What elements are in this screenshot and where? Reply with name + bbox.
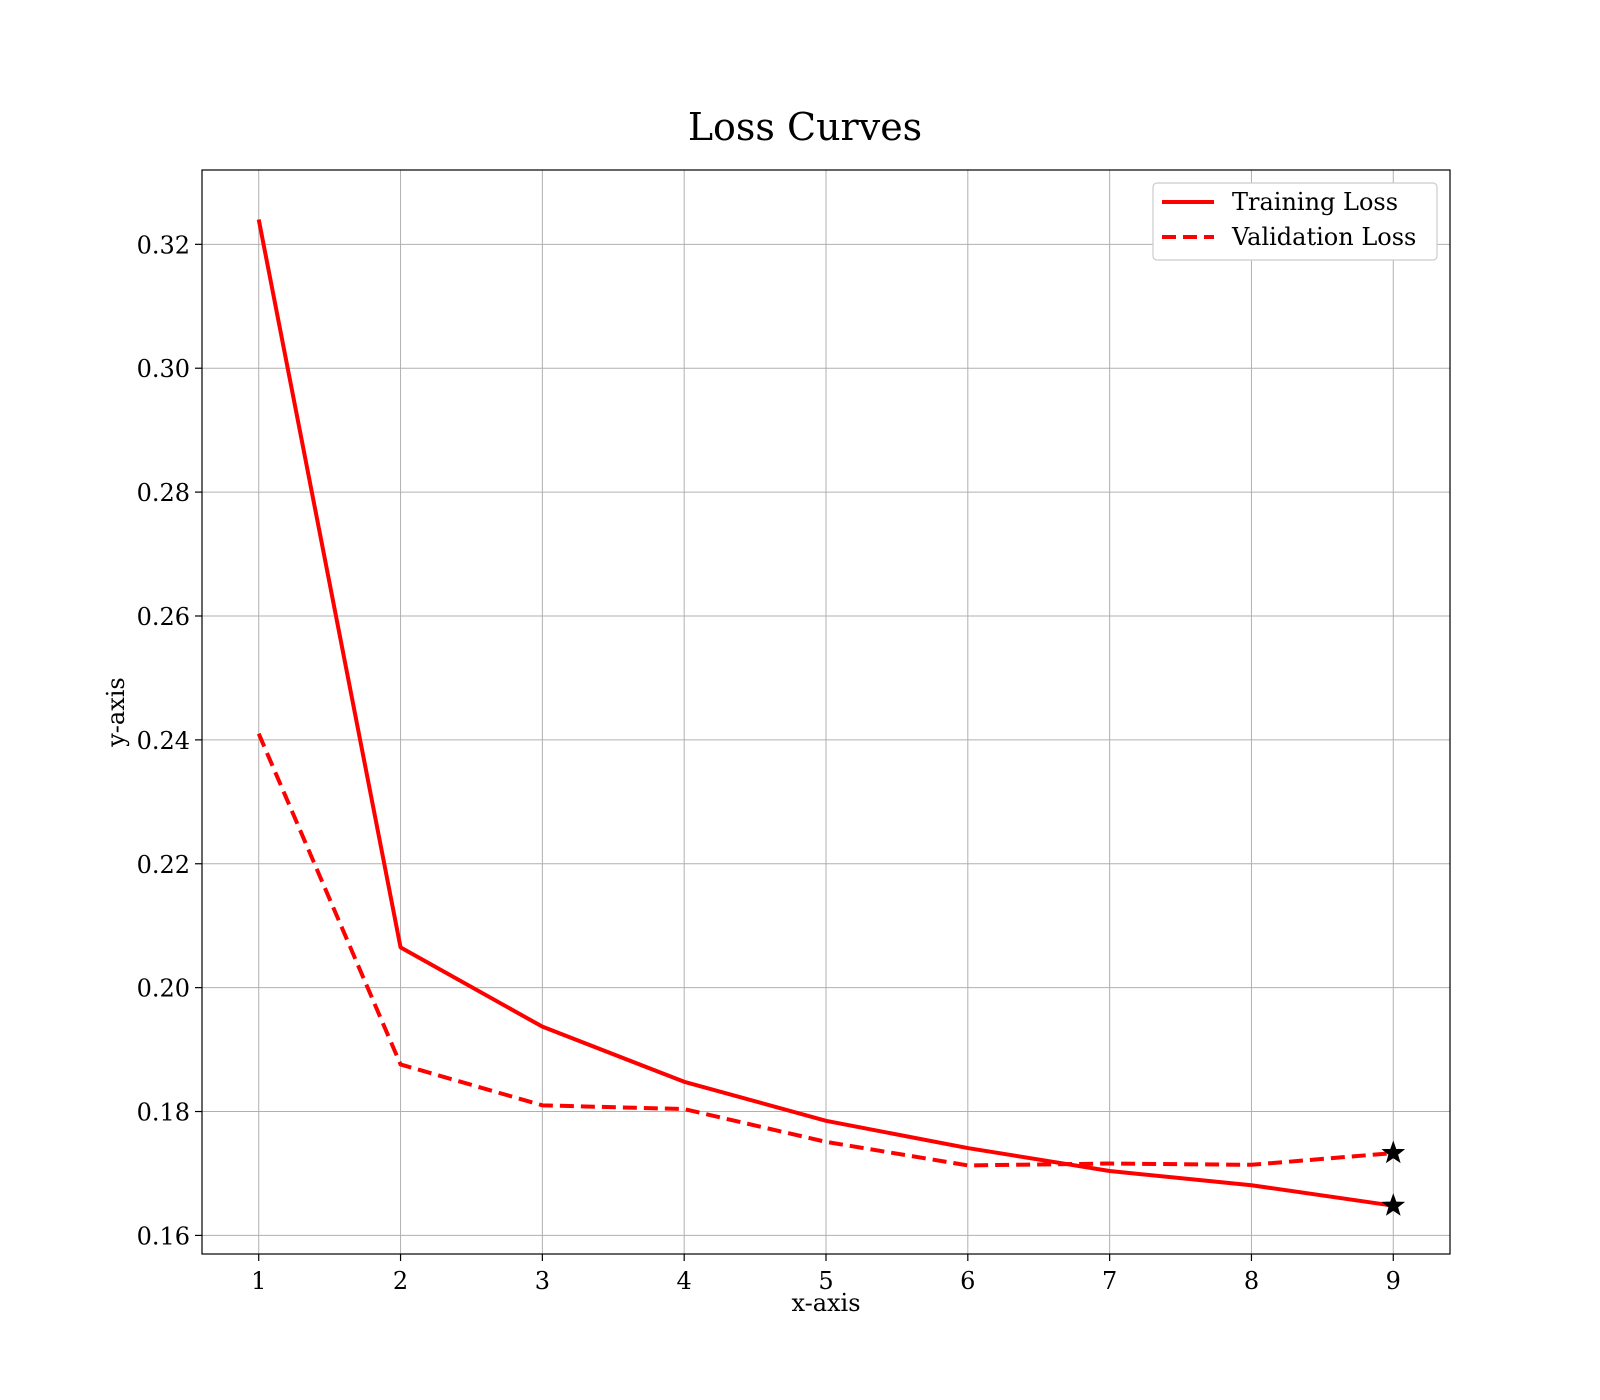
x-tick-label: 8 [1244, 1267, 1259, 1295]
legend-label-training-loss: Training Loss [1232, 188, 1398, 216]
axis-ticks: 1 2 3 4 5 6 7 8 9 0.16 0.18 0.20 0.22 0.24 0.26 0.28 0.3… [137, 231, 1401, 1295]
y-tick-label: 0.18 [137, 1099, 190, 1127]
y-tick-label: 0.16 [137, 1222, 190, 1250]
x-tick-label: 5 [818, 1267, 833, 1295]
x-tick-label: 1 [251, 1267, 266, 1295]
x-tick-label: 2 [393, 1267, 408, 1295]
star-icon [1381, 1140, 1406, 1164]
x-tick-label: 6 [960, 1267, 975, 1295]
y-tick-label: 0.28 [137, 479, 190, 507]
x-tick-label: 3 [535, 1267, 550, 1295]
y-axis-label: y-axis [102, 677, 130, 748]
y-tick-label: 0.22 [137, 851, 190, 879]
series-lines [256, 219, 1394, 1208]
x-tick-label: 7 [1102, 1267, 1117, 1295]
x-axis-label: x-axis [791, 1289, 860, 1317]
grid [202, 170, 1450, 1254]
legend: Training Loss Validation Loss [1152, 182, 1438, 261]
y-tick-label: 0.24 [137, 727, 190, 755]
y-tick-label: 0.30 [137, 355, 190, 383]
series-line-training-loss [256, 219, 1394, 1208]
y-tick-label: 0.26 [137, 603, 190, 631]
legend-box [1152, 182, 1438, 261]
legend-label-validation-loss: Validation Loss [1231, 223, 1416, 251]
y-tick-label: 0.20 [137, 975, 190, 1003]
series-line-validation-loss [256, 732, 1394, 1168]
x-tick-label: 9 [1386, 1267, 1401, 1295]
x-tick-label: 4 [677, 1267, 692, 1295]
y-tick-label: 0.32 [137, 231, 190, 259]
chart-title: Loss Curves [688, 105, 922, 149]
star-icon [1381, 1193, 1406, 1216]
end-markers [1381, 1140, 1406, 1216]
